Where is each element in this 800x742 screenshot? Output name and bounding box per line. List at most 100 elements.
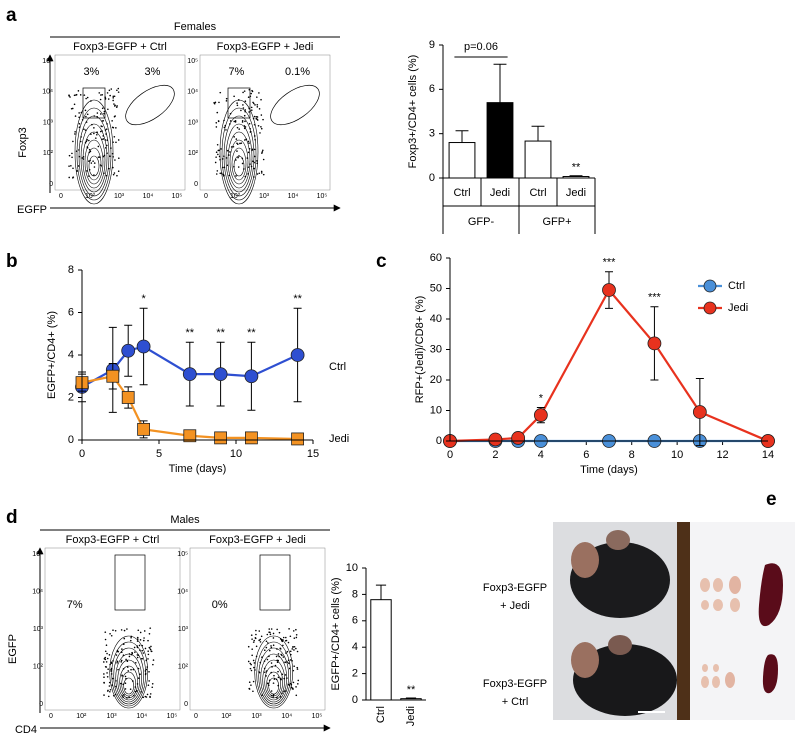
- flow-tick: 10³: [178, 626, 189, 633]
- contour: [223, 115, 255, 197]
- event-dot: [93, 132, 95, 135]
- event-dot: [145, 668, 148, 671]
- event-dot: [104, 665, 107, 668]
- event-dot: [150, 650, 153, 653]
- event-dot: [260, 114, 263, 116]
- event-dot: [256, 118, 258, 121]
- contour: [80, 123, 108, 193]
- event-dot: [131, 652, 134, 655]
- x-tick-label: 0: [79, 448, 85, 460]
- y-tick-label: 10: [430, 404, 442, 416]
- event-dot: [229, 151, 231, 153]
- marker: [183, 429, 197, 443]
- y-tick-label: 6: [352, 615, 358, 627]
- contour: [84, 139, 104, 185]
- event-dot: [137, 629, 140, 632]
- flow-tick: 10⁵: [312, 713, 323, 720]
- event-dot: [128, 696, 130, 698]
- event-dot: [273, 678, 276, 680]
- event-dot: [255, 633, 257, 636]
- event-dot: [127, 670, 130, 672]
- event-dot: [145, 696, 148, 698]
- event-dot: [217, 153, 219, 156]
- event-dot: [225, 97, 228, 100]
- event-dot: [149, 647, 151, 649]
- flow-tick: 10⁵: [167, 713, 178, 720]
- y-tick-label: 50: [430, 282, 442, 294]
- event-dot: [226, 149, 229, 152]
- event-dot: [240, 109, 242, 112]
- y-tick-label: 2: [352, 668, 358, 680]
- event-dot: [219, 91, 222, 94]
- event-dot: [79, 94, 82, 96]
- event-dot: [214, 101, 217, 104]
- y-tick-label: 0: [436, 435, 442, 447]
- event-dot: [115, 127, 117, 129]
- event-dot: [280, 677, 282, 680]
- event-dot: [148, 680, 150, 682]
- x-tick-label: 10: [230, 448, 242, 460]
- event-dot: [281, 640, 284, 643]
- contour: [115, 653, 142, 703]
- event-dot: [139, 631, 142, 634]
- flow-tick: 10²: [188, 150, 199, 157]
- event-dot: [216, 111, 219, 114]
- event-dot: [295, 628, 297, 631]
- event-dot: [289, 659, 292, 661]
- marker: [213, 367, 228, 382]
- event-dot: [126, 666, 129, 668]
- contour: [109, 635, 148, 709]
- event-dot: [236, 102, 238, 104]
- flow-tick: 10³: [114, 193, 125, 200]
- contour: [229, 139, 249, 185]
- event-dot: [113, 95, 116, 98]
- event-dot: [105, 128, 108, 130]
- marker: [214, 431, 228, 445]
- y-tick-label: 8: [352, 588, 358, 600]
- event-dot: [103, 112, 105, 115]
- bar: [486, 102, 514, 179]
- event-dot: [272, 682, 275, 684]
- event-dot: [68, 176, 71, 179]
- event-dot: [152, 663, 154, 666]
- event-dot: [252, 659, 255, 662]
- event-dot: [106, 92, 109, 94]
- event-dot: [238, 128, 241, 130]
- event-dot: [83, 94, 86, 96]
- event-dot: [81, 157, 84, 159]
- y-axis-label: EGFP+/CD4+ (%): [46, 311, 58, 399]
- event-dot: [113, 103, 115, 105]
- x-tick-label: 2: [492, 449, 498, 461]
- photo: [553, 522, 795, 720]
- event-dot: [259, 641, 262, 643]
- event-dot: [272, 637, 275, 639]
- event-dot: [252, 690, 254, 693]
- event-dot: [258, 108, 261, 110]
- marker: [244, 431, 258, 445]
- event-dot: [112, 629, 114, 631]
- event-dot: [83, 128, 85, 131]
- event-dot: [116, 660, 119, 663]
- event-dot: [150, 645, 152, 648]
- event-dot: [118, 157, 120, 159]
- event-dot: [215, 122, 218, 124]
- event-dot: [214, 161, 217, 164]
- event-dot: [229, 120, 232, 122]
- axis-label: Foxp3: [17, 127, 29, 158]
- event-dot: [233, 136, 235, 138]
- significance: **: [216, 327, 225, 339]
- flow-tick: 10²: [230, 193, 241, 200]
- event-dot: [260, 170, 263, 173]
- event-dot: [293, 637, 296, 639]
- event-dot: [284, 661, 287, 663]
- event-dot: [217, 120, 220, 122]
- event-dot: [253, 167, 256, 170]
- flow-tick: 0: [39, 701, 43, 708]
- group-title: Males: [170, 514, 200, 526]
- event-dot: [106, 675, 109, 678]
- event-dot: [258, 630, 261, 632]
- event-dot: [253, 639, 255, 642]
- event-dot: [110, 662, 113, 664]
- event-dot: [84, 109, 87, 112]
- event-dot: [247, 645, 250, 648]
